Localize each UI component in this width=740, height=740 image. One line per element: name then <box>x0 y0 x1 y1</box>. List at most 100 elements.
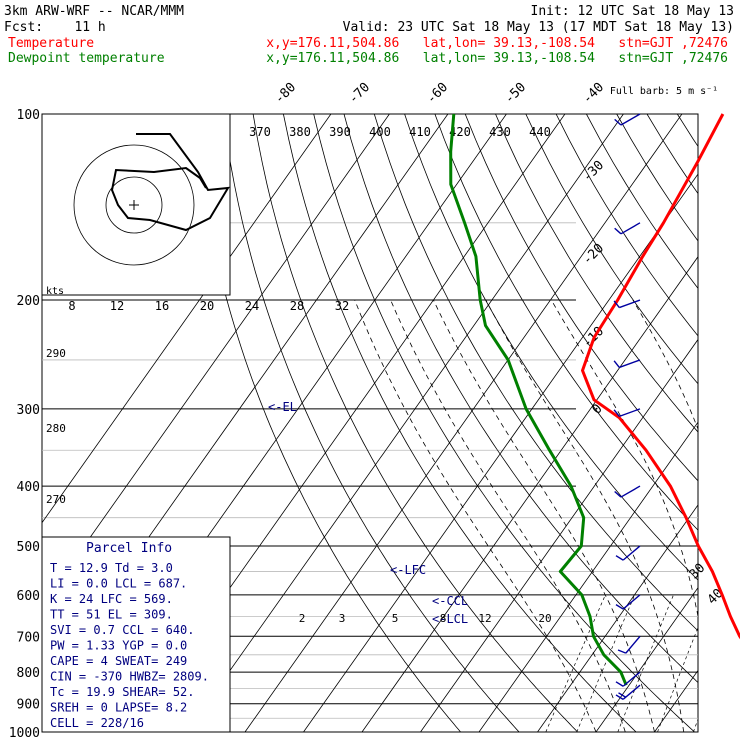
isotherm-line <box>537 504 698 732</box>
hodograph-speed-label: 20 <box>200 299 214 313</box>
hodograph-trace <box>110 133 230 232</box>
isotherm-line <box>186 114 624 732</box>
moist-adiabat-line <box>354 299 597 732</box>
wind-barb <box>617 635 641 654</box>
parcel-info-row: K = 24 LFC = 569. <box>50 592 173 606</box>
wind-barb <box>613 359 641 369</box>
model-title: 3km ARW-WRF -- NCAR/MMM <box>4 4 184 19</box>
dry-adiabat-line <box>434 114 698 531</box>
parcel-info-row: CAPE = 4 SWEAT= 249 <box>50 654 187 668</box>
dry-adiabat-line <box>222 114 520 732</box>
hodograph-unit-label: kts <box>46 286 64 297</box>
pressure-tick-label: 100 <box>17 108 40 123</box>
wind-barb <box>614 222 641 235</box>
pressure-tick-label: 900 <box>17 698 40 713</box>
isotherm-line <box>420 338 698 732</box>
isentrope-label: 420 <box>449 125 471 139</box>
dry-adiabat-line <box>343 114 698 684</box>
level-marker-label: <-EL <box>268 400 297 414</box>
isentrope-label: 370 <box>249 125 271 139</box>
parcel-info-row: Tc = 19.9 SHEAR= 52. <box>50 685 195 699</box>
hodograph-inset: kts <box>41 113 231 297</box>
init-time: Init: 12 UTC Sat 18 May 13 <box>531 4 735 19</box>
isentrope-label: 400 <box>369 125 391 139</box>
mixing-ratio-label: 5 <box>392 612 399 625</box>
mixing-ratio-line <box>545 594 606 732</box>
isotherm-line <box>42 114 390 607</box>
isotherm-line <box>361 256 698 732</box>
isotherm-line <box>42 114 332 524</box>
wind-barb <box>615 545 641 561</box>
pressure-tick-label: 1000 <box>9 726 40 740</box>
mixing-ratio-line <box>576 594 636 732</box>
isentrope-label: 410 <box>409 125 431 139</box>
dry-adiabat-line <box>525 114 698 385</box>
parcel-info-row: CIN = -370 HWBZ= 2809. <box>50 670 209 684</box>
dry-adiabat-line <box>192 114 461 732</box>
parcel-info-row: SVI = 0.7 CCL = 640. <box>50 623 195 637</box>
wind-barb <box>615 594 641 610</box>
dry-adiabat-line <box>283 114 637 732</box>
level-markers: <-EL <-LFC <-CCL <-LCL <box>268 400 468 626</box>
dry-adiabat-line <box>404 114 698 581</box>
forecast-hour: Fcst: 11 h <box>4 20 106 35</box>
parcel-info-row: CELL = 228/16 <box>50 716 144 730</box>
isentrope-label: 390 <box>329 125 351 139</box>
mixing-ratio-label: 20 <box>538 612 551 625</box>
isentrope-label: 440 <box>529 125 551 139</box>
chart-header: 3km ARW-WRF -- NCAR/MMM Init: 12 UTC Sat… <box>4 4 734 66</box>
dry-adiabat-line <box>252 114 578 732</box>
hodograph-speed-label: 8 <box>68 299 75 313</box>
parcel-info-row: T = 12.9 Td = 3.0 <box>50 561 173 575</box>
wind-barb <box>615 684 641 700</box>
potential-temp-axis-label: 280 <box>46 422 66 435</box>
potential-temp-axis-label: 290 <box>46 347 66 360</box>
parcel-info-box <box>41 536 231 733</box>
sounding-series <box>449 113 740 686</box>
pressure-tick-label: 200 <box>17 294 40 309</box>
hodograph-speed-label: 12 <box>110 299 124 313</box>
pressure-tick-label: 600 <box>17 589 40 604</box>
parcel-info-title: Parcel Info <box>86 541 172 556</box>
wind-barb <box>614 113 641 126</box>
wind-barbs <box>613 113 641 700</box>
hodograph-speed-label: 24 <box>245 299 259 313</box>
dewpoint-legend-info: x,y=176.11,504.86 lat,lon= 39.13,-108.54… <box>266 51 728 66</box>
parcel-info-row: LI = 0.0 LCL = 687. <box>50 577 187 591</box>
parcel-info-panel: Parcel Info T = 12.9 Td = 3.0 LI = 0.0 LC… <box>41 536 231 733</box>
level-marker-label: <-LFC <box>390 563 426 577</box>
temperature-legend-info: x,y=176.11,504.86 lat,lon= 39.13,-108.54… <box>266 36 728 51</box>
moist-adiabat-line <box>433 299 655 732</box>
dry-adiabat-line <box>313 114 695 732</box>
moist-adiabat-line <box>550 299 698 619</box>
wind-barb <box>615 671 641 687</box>
pressure-tick-label: 800 <box>17 666 40 681</box>
wind-barb <box>614 485 641 498</box>
mixing-ratio-label: 12 <box>478 612 491 625</box>
moist-adiabat-line <box>390 299 626 732</box>
mixing-ratio-line <box>657 626 698 732</box>
hodograph-speed-label: 16 <box>155 299 169 313</box>
isentrope-label: 380 <box>289 125 311 139</box>
moist-adiabat-line <box>485 299 685 732</box>
mixing-ratio-label: 8 <box>440 612 447 625</box>
isotherm-line <box>478 421 698 732</box>
level-marker-label: <-CCL <box>432 594 468 608</box>
wind-barb <box>613 299 641 309</box>
mixing-ratio-label: 3 <box>339 612 346 625</box>
isentrope-label: 430 <box>489 125 511 139</box>
pressure-tick-label: 300 <box>17 403 40 418</box>
isotherm-line <box>244 114 683 732</box>
potential-temp-axis-label: 270 <box>46 493 66 506</box>
isotherm-line <box>595 587 698 732</box>
temperature-profile-line <box>581 113 740 640</box>
parcel-info-rows: T = 12.9 Td = 3.0 LI = 0.0 LCL = 687.K = … <box>50 561 209 730</box>
parcel-info-row: TT = 51 EL = 309. <box>50 608 173 622</box>
dry-adiabat-line <box>464 114 698 482</box>
mixing-ratio-line <box>617 594 674 732</box>
parcel-info-row: SREH = 0 LAPSE= 8.2 <box>50 701 187 715</box>
hodograph-speed-label: 32 <box>335 299 349 313</box>
wind-barb-legend: Full barb: 5 m s⁻¹ <box>610 86 718 97</box>
mixing-ratio-label: 2 <box>299 612 306 625</box>
